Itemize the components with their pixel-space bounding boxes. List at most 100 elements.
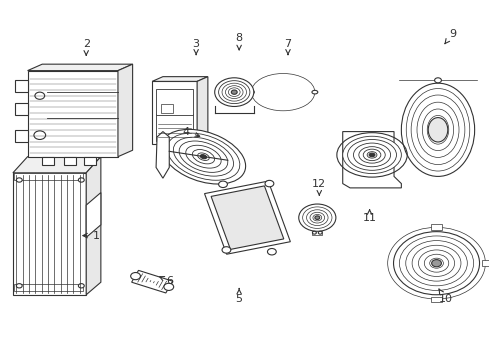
Ellipse shape — [200, 155, 207, 159]
Ellipse shape — [248, 90, 254, 94]
Ellipse shape — [313, 215, 322, 221]
Ellipse shape — [401, 83, 475, 176]
Ellipse shape — [222, 247, 231, 253]
Polygon shape — [211, 186, 284, 249]
Polygon shape — [84, 157, 96, 165]
Ellipse shape — [430, 258, 443, 268]
Ellipse shape — [268, 248, 276, 255]
Ellipse shape — [315, 216, 320, 220]
Ellipse shape — [399, 236, 474, 291]
Polygon shape — [197, 77, 208, 144]
Ellipse shape — [435, 78, 441, 83]
Polygon shape — [86, 157, 101, 295]
Ellipse shape — [422, 109, 454, 150]
Ellipse shape — [16, 178, 22, 182]
Polygon shape — [204, 181, 291, 254]
Ellipse shape — [424, 254, 449, 272]
Polygon shape — [118, 64, 133, 157]
Ellipse shape — [343, 136, 401, 174]
Text: 5: 5 — [236, 288, 243, 304]
Ellipse shape — [347, 139, 396, 170]
Ellipse shape — [231, 90, 237, 94]
Ellipse shape — [78, 284, 84, 288]
Bar — [156, 89, 193, 115]
Ellipse shape — [432, 121, 444, 138]
Ellipse shape — [432, 260, 441, 267]
Text: 8: 8 — [236, 33, 243, 50]
Ellipse shape — [417, 102, 459, 157]
Polygon shape — [343, 132, 401, 188]
Ellipse shape — [313, 231, 317, 234]
Bar — [482, 260, 490, 266]
Polygon shape — [64, 157, 76, 165]
Ellipse shape — [228, 88, 240, 96]
Ellipse shape — [251, 73, 315, 111]
Ellipse shape — [167, 133, 240, 180]
Ellipse shape — [369, 153, 375, 157]
Ellipse shape — [193, 149, 215, 164]
Ellipse shape — [393, 231, 480, 295]
Text: 3: 3 — [193, 39, 199, 54]
Text: 9: 9 — [445, 29, 456, 44]
Ellipse shape — [34, 131, 46, 139]
Bar — [313, 230, 322, 235]
Text: 11: 11 — [363, 210, 377, 222]
Polygon shape — [15, 80, 27, 92]
Ellipse shape — [215, 78, 254, 107]
Ellipse shape — [271, 85, 295, 99]
Ellipse shape — [222, 83, 246, 101]
Bar — [161, 104, 173, 113]
Ellipse shape — [353, 143, 391, 167]
Ellipse shape — [263, 80, 304, 104]
Ellipse shape — [131, 273, 141, 280]
Polygon shape — [156, 132, 169, 178]
Ellipse shape — [179, 141, 228, 172]
Ellipse shape — [35, 92, 45, 99]
Ellipse shape — [318, 231, 322, 234]
Ellipse shape — [254, 75, 313, 109]
Ellipse shape — [78, 178, 84, 182]
Ellipse shape — [265, 180, 274, 187]
Ellipse shape — [225, 86, 243, 99]
Ellipse shape — [161, 129, 245, 184]
Text: 12: 12 — [312, 179, 326, 195]
Text: 2: 2 — [83, 39, 90, 55]
Bar — [431, 224, 442, 230]
Ellipse shape — [16, 284, 22, 288]
Text: 1: 1 — [83, 231, 99, 240]
Ellipse shape — [219, 181, 227, 188]
Polygon shape — [15, 130, 27, 142]
Ellipse shape — [418, 250, 455, 276]
Ellipse shape — [406, 89, 470, 171]
Ellipse shape — [411, 95, 465, 165]
Ellipse shape — [267, 83, 299, 102]
Polygon shape — [152, 81, 197, 144]
Ellipse shape — [307, 210, 328, 226]
Ellipse shape — [406, 240, 467, 286]
Text: 6: 6 — [160, 276, 173, 286]
Ellipse shape — [359, 147, 385, 163]
Polygon shape — [15, 103, 27, 116]
Bar — [14, 284, 83, 291]
Text: 10: 10 — [439, 289, 452, 304]
Ellipse shape — [312, 90, 318, 94]
Text: 4: 4 — [183, 127, 200, 137]
Ellipse shape — [367, 152, 377, 158]
Polygon shape — [152, 77, 208, 81]
Bar — [14, 173, 83, 180]
Ellipse shape — [428, 118, 448, 142]
Ellipse shape — [186, 145, 221, 168]
Bar — [431, 297, 442, 302]
Polygon shape — [27, 64, 133, 71]
Ellipse shape — [412, 245, 461, 281]
Ellipse shape — [219, 81, 250, 104]
Polygon shape — [42, 157, 54, 165]
Polygon shape — [13, 173, 86, 295]
Ellipse shape — [303, 207, 332, 228]
Polygon shape — [132, 270, 172, 293]
Ellipse shape — [299, 204, 336, 231]
Ellipse shape — [427, 116, 449, 144]
Ellipse shape — [310, 212, 325, 223]
Ellipse shape — [164, 283, 173, 291]
Ellipse shape — [259, 78, 308, 107]
